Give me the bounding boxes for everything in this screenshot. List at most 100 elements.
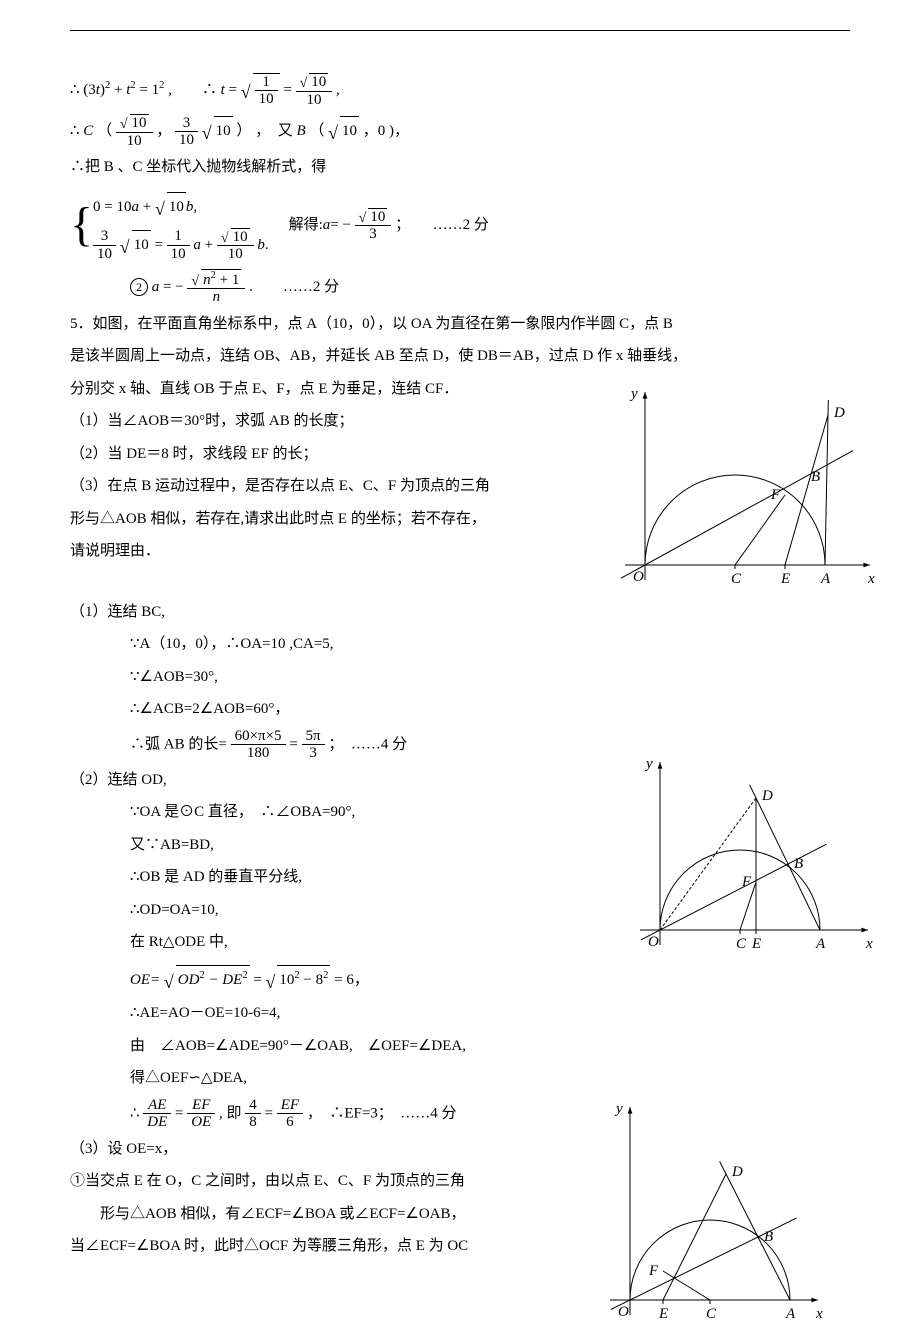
text: + [110, 82, 126, 98]
radical-icon: √ [155, 199, 165, 219]
sol1-line: ∴弧 AB 的长= 60×π×5180 = 5π3 ； ……4 分 [70, 728, 580, 762]
text: ； ……4 分 [328, 736, 407, 752]
radical-icon: √ [120, 117, 128, 132]
figure-1: OCEAxyBDF [610, 380, 880, 600]
text: − DE [205, 972, 243, 988]
svg-text:y: y [629, 386, 638, 402]
point-C: C [83, 123, 93, 139]
text: + [205, 237, 217, 253]
numer: 3 [93, 228, 116, 246]
fraction: AEDE [143, 1097, 171, 1131]
denom: 10 [217, 246, 254, 263]
q5-sub-3: 请说明理由． [70, 537, 580, 566]
fraction: 5π3 [302, 728, 325, 762]
svg-text:y: y [644, 756, 653, 772]
numer: √10 [116, 114, 153, 133]
denom: 10 [255, 91, 278, 108]
equation-line-3: ∴把 B 、C 坐标代入抛物线解析式，得 [70, 153, 850, 182]
diagram-1: OCEAxyBDF [610, 380, 880, 600]
sol3-header: （3）设 OE=x， [70, 1135, 580, 1164]
text: = − [159, 279, 183, 295]
numer: √10 [217, 228, 254, 247]
sqrt-val: 10 [340, 116, 359, 146]
fraction: 110 [167, 228, 190, 262]
svg-text:C: C [706, 1306, 717, 1320]
svg-text:D: D [761, 788, 773, 804]
fraction: √10 10 [296, 73, 333, 108]
fraction: EFOE [187, 1097, 215, 1131]
radical-icon: √ [300, 76, 308, 91]
text: )， [389, 123, 409, 139]
text: , [193, 199, 197, 215]
figure-3: OCEAxyBDF [610, 1095, 830, 1320]
text: , [332, 82, 340, 98]
question-5: 5．如图，在平面直角坐标系中，点 A（10，0），以 OA 为直径在第一象限内作… [70, 310, 850, 1261]
text: ∴弧 AB 的长= [130, 736, 227, 752]
diagram-2: OCEAxyBDF [610, 750, 880, 960]
sqrt-val: 10 [167, 192, 186, 222]
denom: 10 [167, 246, 190, 263]
fraction: √10 10 [217, 228, 254, 263]
sol3-line: ①当交点 E 在 O，C 之间时，由以点 E、C、F 为顶点的三角 [70, 1167, 580, 1196]
fraction: 3 10 [175, 115, 198, 149]
radical-icon: √ [164, 972, 174, 992]
denom: 3 [355, 226, 392, 243]
svg-text:F: F [648, 1263, 659, 1279]
svg-text:C: C [736, 936, 747, 952]
text: = 1 [136, 82, 159, 98]
denom: 10 [93, 246, 116, 263]
sol1-line: ∵∠AOB=30°, [70, 663, 580, 692]
text: ； ……2 分 [395, 217, 489, 233]
sqrt-val: 10 [132, 230, 151, 260]
sol2-line: ∴AE=AO－OE=10-6=4, [70, 999, 580, 1028]
var-a: a [193, 237, 201, 253]
sqrt: 110 [253, 73, 280, 108]
denom: 10 [116, 133, 153, 150]
fraction: 60×π×5180 [231, 728, 286, 762]
sol3-line: 形与△AOB 相似，有∠ECF=∠BOA 或∠ECF=∠OAB， [70, 1200, 580, 1229]
system-eq-2: 310 √10 = 110 a + √10 10 b. [93, 226, 269, 263]
circled-number-icon: 2 [130, 278, 148, 296]
text: OD [178, 972, 200, 988]
system-eq-1: 0 = 10a + √10b, [93, 188, 269, 222]
fraction: 48 [245, 1097, 261, 1131]
text: ∴ [70, 123, 80, 139]
sol1-line: ∵A（10，0），∴OA=10 ,CA=5, [70, 630, 580, 659]
denom: 10 [175, 132, 198, 149]
radical-icon: √ [202, 123, 212, 143]
svg-text:O: O [633, 569, 644, 585]
text: ， ∴EF=3； ……4 分 [307, 1105, 457, 1121]
text: . [265, 237, 269, 253]
text: = [289, 736, 301, 752]
numer: √10 [355, 208, 392, 227]
fraction: 310 [93, 228, 116, 262]
q5-sub-1: （1）当∠AOB＝30°时，求弧 AB 的长度； [70, 407, 580, 436]
text: ， [156, 123, 171, 139]
text: , ∴ [164, 82, 220, 98]
svg-text:A: A [815, 936, 826, 952]
text: , 即 [219, 1105, 245, 1121]
radical-icon: √ [359, 211, 367, 226]
svg-text:F: F [741, 874, 752, 890]
numer: 5π [302, 728, 325, 746]
radical-icon: √ [120, 237, 130, 257]
fraction: EF6 [277, 1097, 303, 1131]
numer: EF [187, 1097, 215, 1115]
figure-2: OCEAxyBDF [610, 750, 880, 960]
q5-sub-3: 形与△AOB 相似，若存在,请求出此时点 E 的坐标；若不存在， [70, 505, 580, 534]
sqrt-val: 10 [231, 228, 250, 246]
svg-text:A: A [785, 1306, 796, 1320]
exp: 2 [242, 970, 247, 981]
sol2-header: （2）连结 OD, [70, 766, 580, 795]
numer: 1 [255, 74, 278, 92]
sqrt: 102 − 82 [277, 965, 330, 995]
fraction: √n2 + 1 n [187, 269, 245, 306]
text: + [139, 199, 155, 215]
sol2-line: 又∵AB=BD, [70, 831, 580, 860]
fraction: 110 [255, 74, 278, 108]
svg-text:D: D [731, 1164, 743, 1180]
denom: 180 [231, 745, 286, 762]
numer: 4 [245, 1097, 261, 1115]
svg-text:A: A [820, 571, 831, 587]
text: 解得: [289, 217, 323, 233]
